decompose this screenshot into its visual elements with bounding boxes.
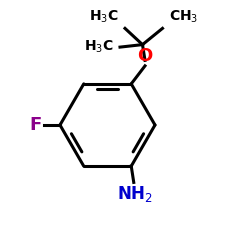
Text: H$_3$C: H$_3$C xyxy=(89,8,119,24)
Text: O: O xyxy=(138,46,153,64)
Text: NH$_2$: NH$_2$ xyxy=(117,184,153,204)
Text: H$_3$C: H$_3$C xyxy=(84,39,114,55)
Text: F: F xyxy=(29,116,41,134)
Text: CH$_3$: CH$_3$ xyxy=(169,8,198,24)
